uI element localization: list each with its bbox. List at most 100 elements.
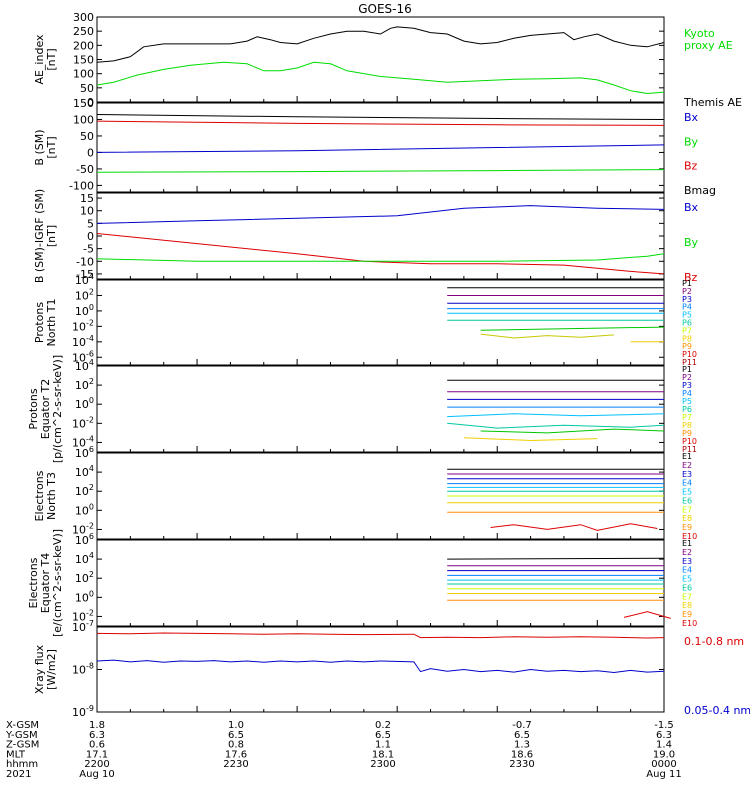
legend-label: proxy AE <box>684 39 733 52</box>
series-line-p6 <box>447 422 665 429</box>
ephemeris-value: 1.1 <box>375 740 391 751</box>
legend-label: E6 <box>682 583 692 592</box>
y-tick-label: 102 <box>75 570 94 585</box>
legend-label: P3 <box>682 381 692 390</box>
y-tick-label: -10 <box>76 255 94 268</box>
legend-label: Bz <box>684 160 698 173</box>
y-tick-label: 15 <box>80 192 94 205</box>
ephemeris-value: 6.5 <box>514 730 530 741</box>
legend-label: P6 <box>682 319 692 328</box>
series-line-bx <box>96 144 665 153</box>
legend-label: E1 <box>682 452 692 461</box>
y-axis-label: AE_index <box>33 34 46 85</box>
y-axis-label: North T3 <box>45 472 58 520</box>
y-tick-label: -100 <box>69 179 94 192</box>
panel-frame <box>96 539 665 627</box>
legend-label: Themis AE <box>683 96 742 109</box>
legend-label: E10 <box>682 532 697 541</box>
y-tick-label: 104 <box>75 464 94 479</box>
legend-label: E4 <box>682 479 692 488</box>
legend-label: Kyoto <box>684 27 715 40</box>
legend-label: E2 <box>682 548 692 557</box>
ephemeris-value: 2300 <box>370 759 395 770</box>
y-tick-label: 102 <box>75 483 94 498</box>
legend-label: Bmag <box>684 184 716 197</box>
y-tick-label: 0 <box>87 146 94 159</box>
legend-label: 0.1-0.8 nm <box>684 635 744 648</box>
ephemeris-value: -0.7 <box>512 720 532 731</box>
series-line-p8 <box>480 333 615 339</box>
series-line-by <box>96 253 665 262</box>
y-tick-label: 200 <box>73 39 94 52</box>
legend-label: E8 <box>682 514 692 523</box>
y-tick-label: -50 <box>76 163 94 176</box>
y-tick-label: 106 <box>75 532 94 547</box>
series-line-0-1-0-8-nm <box>96 632 665 639</box>
ephemeris-value: Aug 10 <box>79 769 114 780</box>
legend-label: E3 <box>682 557 692 566</box>
y-tick-label: 100 <box>75 396 94 411</box>
y-axis-label: B (SM)-IGRF (SM) <box>33 189 46 283</box>
legend-label: E7 <box>682 592 692 601</box>
series-line-bmag <box>96 114 665 120</box>
y-tick-label: 50 <box>80 130 94 143</box>
ephemeris-value: 17.1 <box>86 749 108 760</box>
legend-label: E8 <box>682 601 692 610</box>
y-tick-label: 100 <box>75 502 94 517</box>
panel-frame <box>96 16 665 103</box>
y-tick-label: 10-9 <box>72 704 94 719</box>
y-axis-label: [W/m2] <box>45 649 58 690</box>
y-axis-label: [nT] <box>45 136 58 158</box>
y-tick-label: 5 <box>87 217 94 230</box>
panel-frame <box>96 365 665 453</box>
y-tick-label: 102 <box>75 377 94 392</box>
y-tick-label: 100 <box>75 589 94 604</box>
ephemeris-value: 19.0 <box>653 749 675 760</box>
legend-label: E3 <box>682 470 692 479</box>
legend-label: P11 <box>682 358 697 367</box>
series-line-0-05-0-4-nm <box>96 659 665 674</box>
panel-frame <box>96 279 665 366</box>
legend-label: Bx <box>684 111 699 124</box>
ephemeris-value: 2330 <box>509 759 534 770</box>
legend-label: E5 <box>682 575 692 584</box>
legend-label: By <box>684 135 699 148</box>
legend-label: P3 <box>682 295 692 304</box>
y-tick-label: 104 <box>75 272 94 287</box>
legend-label: E4 <box>682 566 692 575</box>
legend-label: P4 <box>682 389 692 398</box>
ephemeris-value: 1.8 <box>89 720 105 731</box>
ephemeris-value: 1.0 <box>228 720 244 731</box>
legend-label: 0.05-0.4 nm <box>684 704 750 717</box>
y-axis-label: [nT] <box>45 225 58 247</box>
legend-label: P1 <box>682 279 692 288</box>
series-line-p5 <box>447 413 665 418</box>
legend-label: P9 <box>682 342 692 351</box>
ephemeris-value: 1.4 <box>656 740 672 751</box>
y-tick-label: 106 <box>75 445 94 460</box>
y-tick-label: 300 <box>73 11 94 24</box>
ephemeris-row-label: MLT <box>6 749 26 760</box>
legend-label: P5 <box>682 397 692 406</box>
y-tick-label: 102 <box>75 287 94 302</box>
legend-label: P2 <box>682 287 692 296</box>
ephemeris-row-label: Y-GSM <box>5 730 38 741</box>
ephemeris-value: Aug 11 <box>646 769 681 780</box>
ephemeris-row-label: Z-GSM <box>6 740 39 751</box>
series-line-bz <box>96 233 665 275</box>
y-axis-label: [e/(cm^2-s-sr-keV)] <box>51 529 64 637</box>
series-line-e1 <box>447 557 665 560</box>
legend-label: P10 <box>682 437 697 446</box>
legend-label: P7 <box>682 326 692 335</box>
legend-label: P2 <box>682 373 692 382</box>
ephemeris-row-label: 2021 <box>6 769 31 780</box>
y-axis-label: [nT] <box>45 48 58 70</box>
y-tick-label: 150 <box>73 97 94 110</box>
y-tick-label: 104 <box>75 358 94 373</box>
y-axis-label: Equator T4 <box>39 553 52 613</box>
y-tick-label: 0 <box>87 96 94 109</box>
y-tick-label: 0 <box>87 230 94 243</box>
y-axis-label: North T1 <box>45 299 58 347</box>
ephemeris-value: 6.5 <box>375 730 391 741</box>
